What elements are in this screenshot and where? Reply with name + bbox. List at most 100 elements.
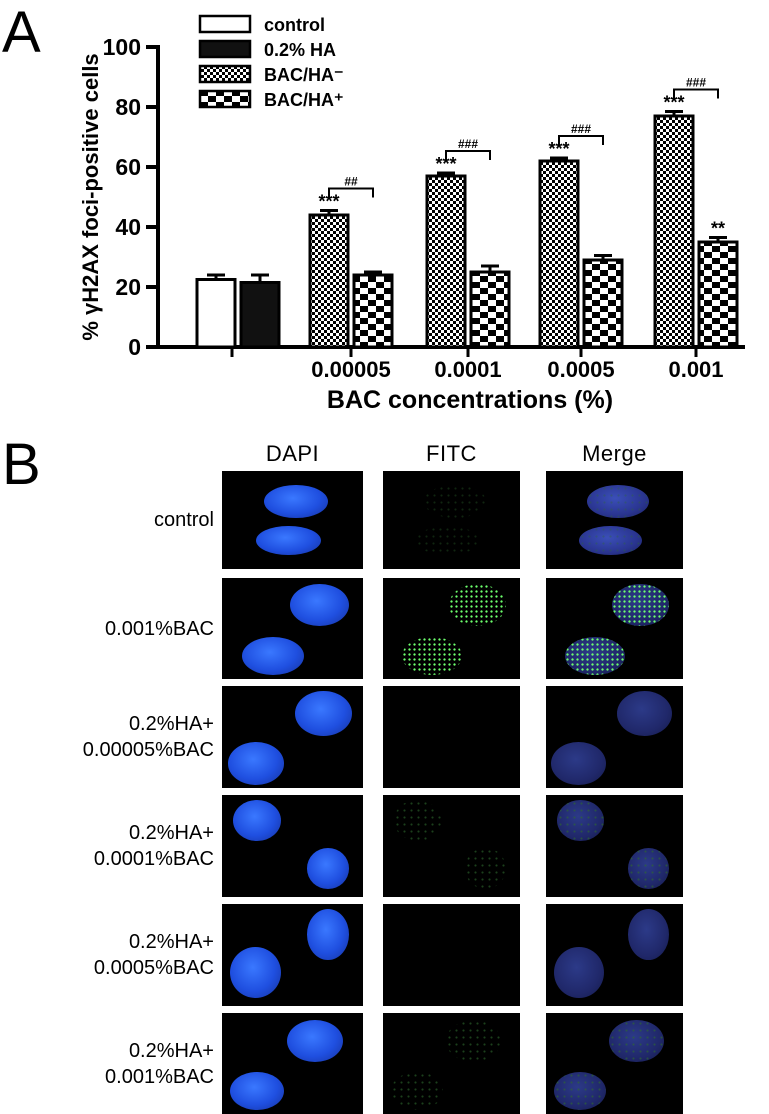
micrograph-dapi: [222, 686, 363, 788]
bar: [308, 213, 350, 349]
bracket-label: ###: [571, 122, 591, 136]
y-tick-label: 20: [115, 274, 141, 300]
bar: [469, 270, 511, 349]
significance-label: ***: [663, 93, 684, 113]
row-label: 0.2%HA+ 0.001%BAC: [105, 1038, 214, 1090]
significance-label: ***: [435, 154, 456, 174]
row-label-line: 0.2%HA+: [128, 931, 214, 953]
micrograph-merge: [546, 795, 683, 897]
panel-b-label: B: [2, 432, 41, 497]
bar-chart: 0 20 40 60 80 100% γH2AX foci-positive cells B…: [78, 14, 745, 414]
bar: [653, 114, 695, 349]
foci-spots: [448, 584, 507, 627]
bar: [582, 258, 624, 349]
row-label-line: 0.001%BAC: [105, 617, 214, 640]
legend-label: control: [264, 15, 325, 35]
micrograph-fitc: [383, 578, 520, 679]
nucleus: [233, 800, 282, 841]
row-label-line: 0.2%HA+: [128, 1039, 214, 1062]
row-label-line: 0.0001%BAC: [93, 848, 214, 870]
foci-spots: [556, 800, 604, 841]
bar: [239, 281, 281, 349]
micrograph-merge: [546, 578, 683, 679]
row-label-line: 0.00005%BAC: [82, 739, 214, 761]
y-axis-label: % γH2AX foci-positive cells: [78, 53, 103, 340]
nucleus: [289, 584, 349, 627]
nucleus: [295, 691, 352, 736]
row-label-line: 0.2%HA+: [128, 713, 214, 735]
nucleus: [227, 742, 285, 785]
foci-spots: [609, 1020, 664, 1063]
nucleus: [587, 484, 649, 519]
legend-label: 0.2% HA: [264, 40, 336, 60]
foci-spots: [415, 525, 479, 556]
nucleus: [554, 946, 604, 998]
bar: [538, 159, 580, 349]
micrograph-dapi: [222, 1013, 363, 1114]
nucleus: [264, 484, 328, 519]
bar: [697, 240, 739, 349]
foci-spots: [465, 848, 507, 889]
x-tick-label: 0.001: [668, 357, 723, 382]
significance-label: **: [711, 219, 725, 239]
nucleus: [241, 636, 304, 675]
bar: [195, 278, 237, 349]
y-tick-label: 80: [115, 94, 141, 120]
foci-spots: [446, 1020, 501, 1063]
y-tick-label: 100: [103, 34, 141, 60]
panel-a-label: A: [2, 0, 41, 65]
micrograph-fitc: [383, 904, 520, 1006]
legend-label: BAC/HA⁻: [264, 65, 344, 85]
row-label-line: 0.0005%BAC: [93, 957, 214, 979]
micrograph-fitc: [383, 1013, 520, 1114]
column-header-merge: Merge: [582, 441, 647, 466]
bracket-label: ###: [458, 137, 478, 151]
x-tick-label: 0.0001: [434, 357, 501, 382]
foci-spots: [628, 848, 670, 889]
row-label: 0.2%HA+ 0.0005%BAC: [94, 929, 214, 981]
column-header-fitc: FITC: [426, 441, 477, 466]
significance-label: ***: [548, 139, 569, 159]
legend-swatch: [198, 89, 252, 109]
foci-spots: [578, 525, 642, 556]
nucleus: [578, 525, 642, 556]
comparison-bracket: [673, 88, 719, 99]
foci-spots: [402, 636, 463, 675]
micrograph-dapi: [222, 904, 363, 1006]
nucleus: [230, 1071, 285, 1110]
nucleus: [306, 909, 349, 961]
y-tick-label: 60: [115, 154, 141, 180]
micrograph-dapi: [222, 578, 363, 679]
legend-label: BAC/HA⁺: [264, 90, 344, 110]
x-tick-label: 0.0005: [547, 357, 614, 382]
micrograph-merge: [546, 1013, 683, 1114]
row-label: control: [154, 507, 214, 533]
comparison-bracket: [558, 135, 604, 145]
foci-spots: [391, 1071, 444, 1110]
column-header-dapi: DAPI: [265, 441, 320, 466]
y-tick-label: 40: [115, 214, 141, 240]
row-label-line: 0.001%BAC: [105, 1065, 214, 1088]
row-label: 0.001%BAC: [105, 616, 214, 642]
row-label-line: control: [153, 509, 214, 531]
micrograph-dapi: [222, 795, 363, 897]
x-axis-label: BAC concentrations (%): [327, 386, 613, 414]
y-tick-label: 0: [128, 334, 141, 360]
micrograph-fitc: [383, 471, 520, 569]
bar: [352, 273, 394, 349]
nucleus: [306, 848, 349, 889]
bar: [425, 174, 467, 349]
bracket-label: ##: [344, 175, 358, 189]
bracket-label: ###: [686, 76, 706, 90]
legend-swatch: [198, 39, 252, 59]
nucleus: [255, 525, 321, 556]
x-tick-label: 0.00005: [311, 357, 391, 382]
comparison-bracket: [328, 187, 374, 198]
nucleus: [286, 1020, 344, 1063]
comparison-bracket: [445, 150, 491, 160]
micrograph-dapi: [222, 471, 363, 569]
foci-spots: [565, 636, 626, 675]
micrograph-merge: [546, 904, 683, 1006]
foci-spots: [393, 800, 441, 841]
nucleus: [551, 742, 607, 785]
